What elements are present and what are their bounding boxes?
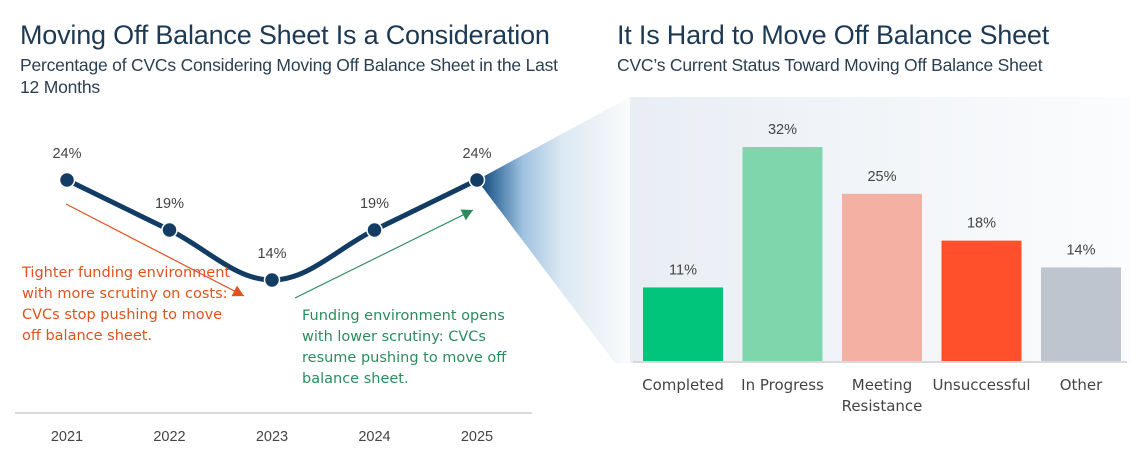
bar-completed <box>643 287 723 361</box>
bar-category-label: Completed <box>642 376 724 394</box>
bar-meeting-resistance <box>842 193 922 361</box>
data-point-2023 <box>263 271 281 289</box>
bar-data-label: 18% <box>967 216 996 232</box>
data-point-2025 <box>468 171 486 189</box>
decline-trend-arrow <box>65 203 245 297</box>
left-chart-title: Moving Off Balance Sheet Is a Considerat… <box>20 20 550 50</box>
zoom-funnel <box>477 97 630 363</box>
rise-annotation: Funding environment opens with lower scr… <box>302 308 507 387</box>
point-data-label: 24% <box>52 146 81 162</box>
bar-category-label: Meeting <box>852 376 912 394</box>
bar-data-label: 11% <box>669 262 697 278</box>
rise-trend-arrow-shaft <box>294 209 474 299</box>
data-point-2022 <box>161 221 178 239</box>
bar-data-label: 25% <box>867 169 896 185</box>
left-chart-subtitle: Percentage of CVCs Considering Moving Of… <box>20 55 558 97</box>
bar-category-label: Other <box>1060 376 1103 394</box>
bar-category-label: In Progress <box>741 376 824 394</box>
line-chart: 24% 2021 19% 2022 14% 2023 19% 2024 24% 2025 <box>15 146 532 445</box>
rise-trend-arrow-head <box>460 209 473 221</box>
point-data-label: 14% <box>257 246 286 262</box>
bar-data-label: 14% <box>1066 242 1095 258</box>
decline-trend-arrow-shaft <box>65 203 245 297</box>
bar-in-progress <box>742 147 823 361</box>
point-data-label: 19% <box>155 196 184 212</box>
right-chart-subtitle: CVC’s Current Status Toward Moving Off B… <box>617 55 1043 75</box>
bar-other <box>1041 267 1121 361</box>
rise-trend-arrow <box>294 209 474 299</box>
data-point-2024 <box>366 221 383 239</box>
x-tick-label: 2021 <box>51 429 83 445</box>
data-point-2021 <box>58 171 76 189</box>
x-tick-label: 2023 <box>256 429 288 445</box>
decline-trend-arrow-head <box>231 285 244 297</box>
point-data-label: 24% <box>462 146 491 162</box>
right-chart-title: It Is Hard to Move Off Balance Sheet <box>617 20 1050 50</box>
decline-annotation: Tighter funding environment with more sc… <box>22 265 231 344</box>
x-tick-label: 2024 <box>358 429 390 445</box>
x-tick-label: 2025 <box>461 429 493 445</box>
bar-category-label: Resistance <box>842 397 923 415</box>
x-tick-label: 2022 <box>153 429 185 445</box>
point-data-label: 19% <box>360 196 389 212</box>
bar-chart: 11% Completed 32% In Progress 25% Meeting Resi… <box>633 122 1127 415</box>
bar-data-label: 32% <box>768 122 797 138</box>
bar-unsuccessful <box>941 240 1022 361</box>
bar-category-label: Unsuccessful <box>932 376 1030 394</box>
